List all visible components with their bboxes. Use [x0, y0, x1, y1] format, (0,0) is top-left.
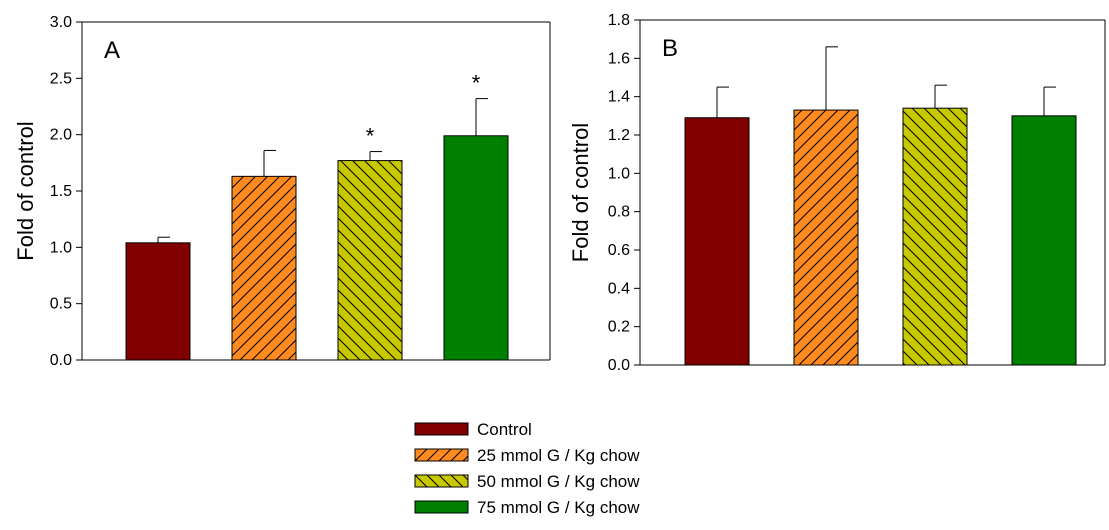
- bar: [337, 160, 403, 361]
- y-tick-label: 3.0: [50, 14, 72, 31]
- y-tick-label: 0.6: [608, 242, 630, 259]
- legend-item-label: 50 mmol G / Kg chow: [477, 472, 640, 491]
- bar: [231, 175, 297, 361]
- y-tick-label: 0.2: [608, 319, 630, 336]
- bar: [684, 117, 750, 366]
- significance-marker: *: [366, 124, 375, 149]
- legend-item-label: 75 mmol G / Kg chow: [477, 498, 640, 517]
- chart-panel-b: 0.0 0.2 0.4 0.6 0.8 1.0 1.2 1.4 1.6 1.8 Fold of co…: [568, 12, 1106, 374]
- legend-swatch: [414, 422, 469, 436]
- bar: [1011, 115, 1077, 366]
- y-tick-label: 0.5: [50, 296, 72, 313]
- legend: Control 25 mmol G / Kg chow 50 mmol G / Kg…: [414, 420, 640, 517]
- y-tick-label: 0.8: [608, 204, 630, 221]
- y-tick-label: 2.5: [50, 70, 72, 87]
- y-tick-label: 1.8: [608, 12, 630, 29]
- y-tick-label: 1.4: [608, 89, 630, 106]
- bar: [125, 242, 191, 361]
- y-tick-label: 1.0: [50, 239, 72, 256]
- panel-label: A: [104, 37, 120, 64]
- y-axis-label: Fold of control: [568, 123, 593, 262]
- significance-marker: *: [472, 71, 481, 96]
- y-tick-label: 1.2: [608, 127, 630, 144]
- y-tick-label: 2.0: [50, 127, 72, 144]
- bar: [793, 109, 859, 366]
- y-tick-label: 1.0: [608, 165, 630, 182]
- bar: [902, 107, 968, 366]
- legend-swatch: [414, 448, 469, 462]
- y-tick-label: 1.5: [50, 183, 72, 200]
- legend-item-label: Control: [477, 420, 532, 439]
- y-axis-label: Fold of control: [13, 121, 38, 260]
- y-tick-label: 0.4: [608, 280, 630, 297]
- y-tick-label: 0.0: [608, 357, 630, 374]
- bar: [443, 135, 509, 361]
- legend-swatch: [414, 500, 469, 514]
- chart-panel-a: 0.0 0.5 1.0 1.5 2.0 2.5 3.0 Fold of control A * *: [13, 14, 551, 369]
- panel-label: B: [662, 35, 678, 62]
- y-tick-label: 0.0: [50, 352, 72, 369]
- legend-item-label: 25 mmol G / Kg chow: [477, 446, 640, 465]
- legend-swatch: [414, 474, 469, 488]
- y-tick-label: 1.6: [608, 50, 630, 67]
